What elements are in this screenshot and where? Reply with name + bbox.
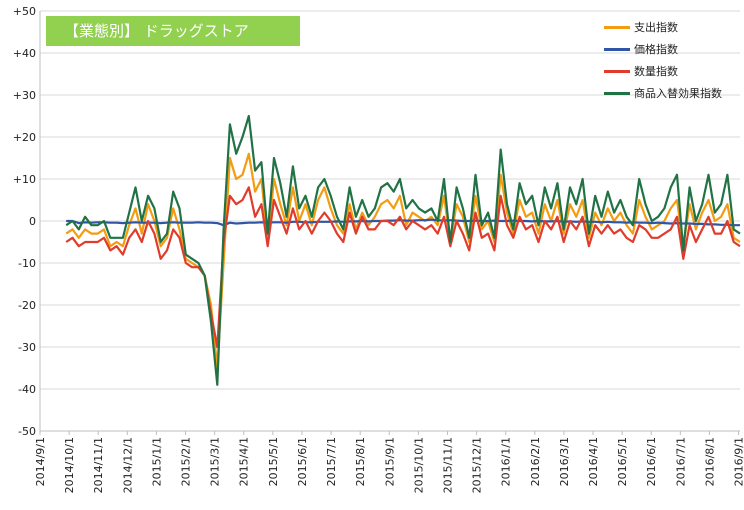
- x-tick-label: 2015/5/1: [267, 437, 280, 486]
- legend-item-spending: 支出指数: [604, 16, 722, 38]
- x-tick-label: 2015/12/1: [471, 437, 484, 493]
- y-tick-label: +30: [13, 89, 36, 102]
- y-tick-label: -50: [18, 425, 36, 438]
- y-tick-label: -40: [18, 383, 36, 396]
- y-tick-label: -20: [18, 299, 36, 312]
- y-tick-label: +20: [13, 131, 36, 144]
- legend-item-price: 価格指数: [604, 38, 722, 60]
- legend-label: 支出指数: [634, 21, 678, 34]
- y-tick-label: -10: [18, 257, 36, 270]
- legend-swatch: [604, 25, 630, 29]
- x-tick-label: 2015/11/1: [441, 437, 454, 493]
- y-tick-label: +40: [13, 47, 36, 60]
- x-tick-label: 2016/1/1: [500, 437, 513, 486]
- x-tick-label: 2014/10/1: [63, 437, 76, 493]
- x-tick-label: 2015/3/1: [209, 437, 222, 486]
- series-line-1: [66, 218, 740, 227]
- series-line-2: [65, 186, 741, 349]
- x-tick-label: 2015/2/1: [180, 437, 193, 486]
- x-tick-label: 2016/8/1: [703, 437, 716, 486]
- y-tick-label: -30: [18, 341, 36, 354]
- x-tick-label: 2016/2/1: [529, 437, 542, 486]
- legend-item-quantity: 数量指数: [604, 60, 722, 82]
- x-tick-label: 2016/9/1: [733, 437, 744, 486]
- x-tick-label: 2014/9/1: [34, 437, 47, 486]
- legend-label: 価格指数: [634, 43, 678, 56]
- legend: 支出指数 価格指数 数量指数 商品入替効果指数: [604, 16, 722, 104]
- legend-label: 商品入替効果指数: [634, 87, 722, 100]
- legend-swatch: [604, 69, 630, 73]
- legend-item-replacement: 商品入替効果指数: [604, 82, 722, 104]
- y-tick-label: +10: [13, 173, 36, 186]
- x-tick-label: 2016/5/1: [616, 437, 629, 486]
- legend-swatch: [604, 47, 630, 51]
- legend-label: 数量指数: [634, 65, 678, 78]
- x-tick-label: 2015/10/1: [412, 437, 425, 493]
- chart-title: 【業態別】 ドラッグストア: [46, 16, 300, 46]
- series-line-3: [65, 114, 741, 386]
- x-tick-label: 2016/6/1: [645, 437, 658, 486]
- x-tick-label: 2014/11/1: [92, 437, 105, 493]
- y-tick-label: +50: [13, 5, 36, 18]
- x-tick-label: 2015/8/1: [354, 437, 367, 486]
- x-tick-label: 2015/1/1: [150, 437, 163, 486]
- series-line-0: [65, 152, 741, 370]
- x-tick-label: 2016/4/1: [587, 437, 600, 486]
- legend-swatch: [604, 91, 630, 95]
- x-tick-label: 2014/12/1: [121, 437, 134, 493]
- y-tick-label: 0: [29, 215, 36, 228]
- x-tick-label: 2016/3/1: [558, 437, 571, 486]
- x-tick-label: 2015/9/1: [383, 437, 396, 486]
- x-tick-label: 2015/4/1: [238, 437, 251, 486]
- x-tick-label: 2015/6/1: [296, 437, 309, 486]
- x-tick-label: 2016/7/1: [674, 437, 687, 486]
- x-tick-label: 2015/7/1: [325, 437, 338, 486]
